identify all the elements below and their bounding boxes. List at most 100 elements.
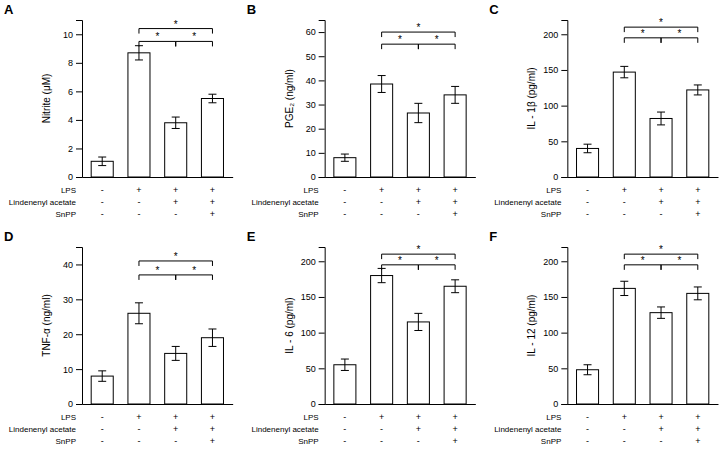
y-tick-mark: [561, 106, 567, 107]
row-label: LPS: [61, 413, 76, 422]
row-label: SnPP: [56, 210, 76, 219]
row-cell-label: -: [343, 424, 346, 434]
x-axis: [83, 177, 234, 179]
y-tick: 30: [306, 100, 325, 110]
error-bar-cap: [584, 144, 592, 145]
y-tick-mark: [561, 34, 567, 35]
error-bar-cap: [451, 292, 459, 293]
y-axis-title: IL - 1β (pg/ml): [526, 67, 537, 129]
error-bar: [172, 346, 180, 360]
y-tick-label: 0: [311, 399, 316, 409]
error-bar-stem: [344, 359, 345, 370]
row-label: Lindenenyl acetate: [9, 198, 77, 207]
row-cell-label: -: [660, 436, 663, 446]
error-bar-stem: [175, 346, 176, 360]
row-cell-label: -: [174, 436, 177, 446]
y-tick-mark: [319, 261, 325, 262]
y-tick-mark: [76, 369, 82, 370]
row-cell-label: +: [452, 209, 457, 219]
row-cell-label: +: [136, 412, 141, 422]
y-tick-label: 8: [68, 58, 73, 68]
row-cell-label: +: [452, 424, 457, 434]
significance-label: *: [174, 251, 178, 262]
row-cell-label: +: [695, 209, 700, 219]
significance-label: *: [416, 22, 420, 33]
y-tick-label: 150: [543, 65, 558, 75]
plot-area: [577, 281, 709, 404]
y-tick-mark: [319, 32, 325, 33]
error-bar: [657, 307, 665, 318]
x-axis-line: [325, 404, 476, 405]
y-tick-mark: [561, 404, 567, 405]
panel: 050100150200IL - 6 (pg/ml)ELPS-+++Linden…: [247, 229, 476, 446]
error-bar-cap: [657, 112, 665, 113]
y-tick: 50: [548, 137, 567, 147]
bar: [613, 288, 635, 404]
row-cell-label: -: [101, 412, 104, 422]
y-tick-mark: [319, 80, 325, 81]
y-tick: 0: [68, 399, 82, 409]
y-tick-label: 0: [553, 172, 558, 182]
bar: [201, 338, 223, 404]
row-cell-label: +: [210, 185, 215, 195]
bar: [613, 72, 635, 177]
row-cell-label: -: [137, 436, 140, 446]
plot-area: [91, 303, 223, 404]
row-cell-label: +: [452, 197, 457, 207]
row-cell-label: -: [417, 209, 420, 219]
row-cell-label: -: [380, 209, 383, 219]
row-cell-label: +: [379, 412, 384, 422]
error-bar-cap: [414, 122, 422, 123]
error-bar-cap: [378, 75, 386, 76]
row-label: SnPP: [298, 437, 318, 446]
error-bar: [584, 144, 592, 153]
y-tick: 100: [301, 328, 325, 338]
error-bar-stem: [587, 365, 588, 375]
error-bar-cap: [172, 117, 180, 118]
significance-label: *: [677, 28, 681, 39]
row-label: Lindenenyl acetate: [494, 198, 562, 207]
error-bar-cap: [208, 102, 216, 103]
row-cell-label: +: [416, 185, 421, 195]
significance-label: *: [155, 265, 159, 276]
row-cell-label: -: [623, 209, 626, 219]
y-tick-mark: [561, 261, 567, 262]
y-tick: 150: [543, 65, 567, 75]
bar: [444, 95, 466, 177]
row-cell-label: +: [136, 185, 141, 195]
significance-brackets: ***: [139, 19, 212, 47]
y-tick-mark: [319, 333, 325, 334]
error-bar-stem: [624, 66, 625, 77]
row-label: LPS: [546, 186, 561, 195]
error-bar-stem: [344, 154, 345, 161]
row-cell-label: -: [101, 209, 104, 219]
y-tick: 150: [301, 292, 325, 302]
error-bar: [341, 154, 349, 161]
error-bar-cap: [584, 374, 592, 375]
x-axis: [568, 177, 719, 179]
row-cell-label: -: [380, 424, 383, 434]
significance-label: *: [641, 28, 645, 39]
row-cell-label: +: [658, 412, 663, 422]
row-cell-label: -: [137, 209, 140, 219]
significance-brackets: ***: [139, 251, 212, 280]
y-tick-mark: [561, 177, 567, 178]
bar: [407, 113, 429, 177]
panel-title: B: [247, 2, 256, 17]
panel: 050100150200IL - 1β (pg/ml)CLPS-+++Linde…: [489, 2, 718, 219]
error-bar-cap: [208, 328, 216, 329]
bar: [650, 313, 672, 404]
x-label-rows: LPS-+++Lindenenyl acetate--++SnPP---+: [494, 185, 700, 219]
error-bar: [414, 313, 422, 330]
error-bar-cap: [451, 86, 459, 87]
y-tick: 150: [543, 292, 567, 302]
error-bar-cap: [620, 66, 628, 67]
error-bar: [135, 46, 143, 60]
error-bar-cap: [98, 157, 106, 158]
y-axis-line: [319, 21, 326, 178]
y-tick: 0: [311, 399, 325, 409]
y-tick-mark: [76, 299, 82, 300]
y-axis: 010203040: [63, 248, 83, 410]
x-axis: [325, 177, 476, 179]
y-tick: 0: [553, 172, 567, 182]
